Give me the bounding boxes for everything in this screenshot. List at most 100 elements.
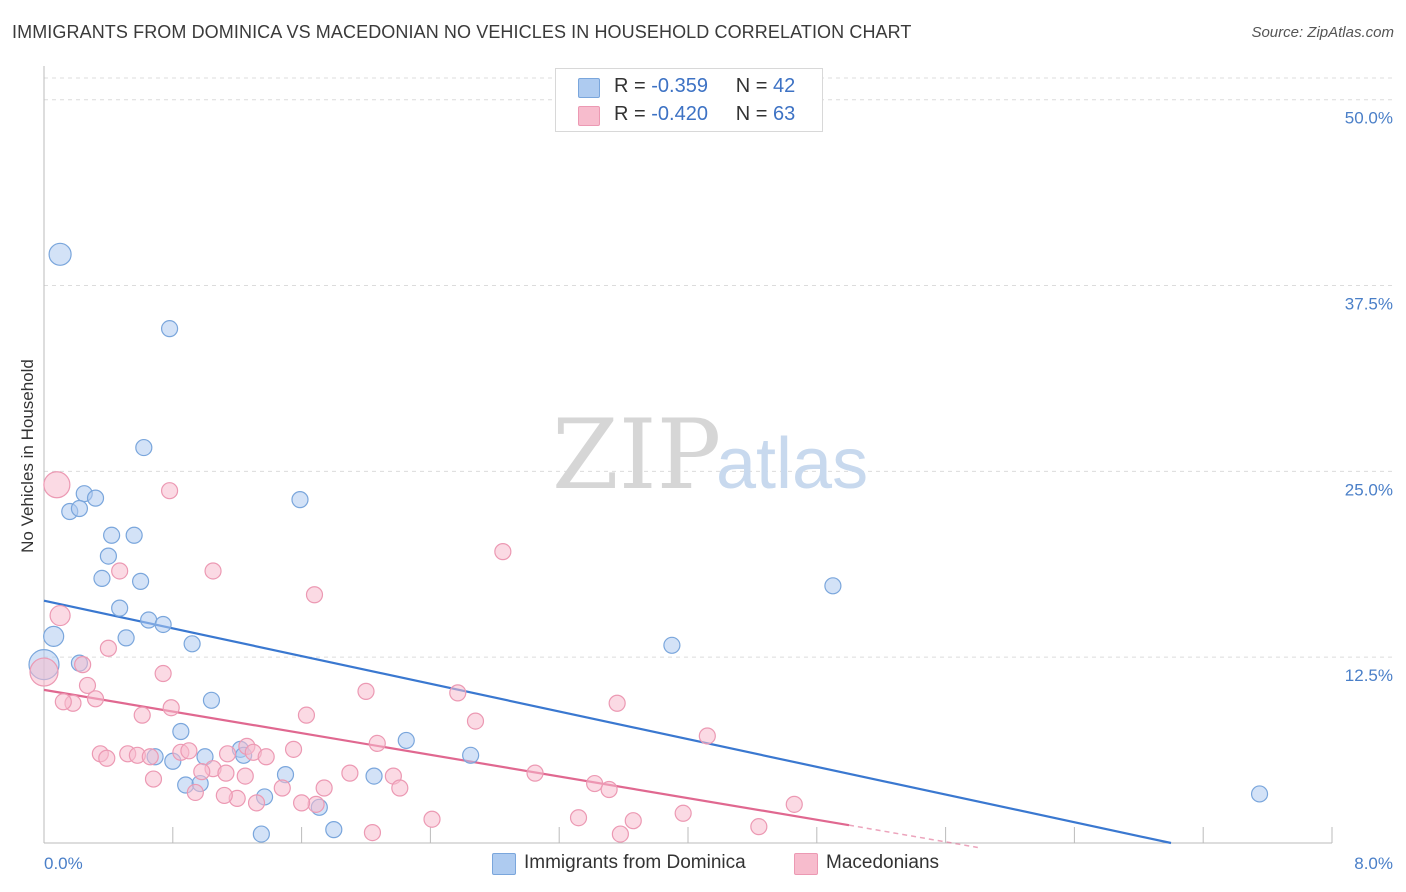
grid-lines bbox=[44, 77, 1392, 658]
point-macedonians bbox=[186, 783, 204, 802]
y-tick-label: 25.0% bbox=[1345, 480, 1393, 499]
point-macedonians bbox=[160, 482, 179, 500]
x-tick-label: 8.0% bbox=[1354, 854, 1393, 873]
trendline-extension bbox=[848, 824, 978, 849]
trend-lines bbox=[43, 599, 1172, 849]
point-macedonians bbox=[133, 706, 151, 724]
legend-r-label: R = bbox=[614, 103, 646, 125]
point-macedonians bbox=[204, 562, 222, 580]
point-macedonians bbox=[305, 586, 324, 604]
point-macedonians bbox=[257, 748, 275, 766]
legend-swatch-macedonians bbox=[578, 106, 600, 126]
legend-label-dominica: Immigrants from Dominica bbox=[524, 852, 746, 873]
point-dominica bbox=[103, 526, 121, 544]
source-label: Source: ZipAtlas.com bbox=[1251, 24, 1394, 41]
point-dominica bbox=[93, 569, 111, 587]
point-dominica bbox=[132, 572, 150, 590]
data-points bbox=[28, 242, 1269, 843]
point-macedonians bbox=[624, 812, 642, 830]
x-tick-label: 0.0% bbox=[44, 854, 83, 873]
chart-title: IMMIGRANTS FROM DOMINICA VS MACEDONIAN N… bbox=[12, 22, 912, 42]
point-macedonians bbox=[43, 471, 71, 499]
point-dominica bbox=[48, 242, 72, 266]
y-tick-label: 12.5% bbox=[1345, 666, 1393, 685]
point-dominica bbox=[291, 491, 309, 509]
point-macedonians bbox=[218, 745, 237, 763]
point-macedonians bbox=[215, 786, 233, 805]
legend-n-label: N = bbox=[735, 103, 768, 125]
point-dominica bbox=[325, 821, 343, 839]
point-macedonians bbox=[569, 809, 588, 827]
point-dominica bbox=[135, 438, 153, 457]
legend-label-macedonians: Macedonians bbox=[826, 852, 940, 873]
point-dominica bbox=[160, 320, 179, 338]
point-macedonians bbox=[307, 795, 325, 813]
point-macedonians bbox=[785, 795, 803, 813]
watermark-atlas: atlas bbox=[716, 424, 868, 504]
point-macedonians bbox=[74, 656, 92, 674]
point-dominica bbox=[183, 635, 201, 653]
point-macedonians bbox=[284, 740, 303, 758]
point-macedonians bbox=[526, 764, 544, 782]
point-macedonians bbox=[608, 694, 626, 712]
point-macedonians bbox=[29, 657, 59, 687]
point-macedonians bbox=[180, 742, 198, 760]
point-dominica bbox=[117, 629, 135, 647]
y-tick-label: 37.5% bbox=[1345, 295, 1393, 314]
tick-labels: 12.5% 25.0% 37.5% 50.0% 0.0% 8.0% bbox=[44, 109, 1393, 873]
point-macedonians bbox=[586, 774, 604, 793]
point-macedonians bbox=[144, 770, 163, 788]
point-macedonians bbox=[273, 779, 291, 797]
point-macedonians bbox=[315, 779, 333, 797]
point-macedonians bbox=[341, 764, 359, 782]
point-macedonians bbox=[54, 693, 72, 711]
stats-legend: R = -0.359 N = 42 R = -0.420 N = 63 bbox=[555, 68, 823, 132]
point-dominica bbox=[140, 611, 158, 629]
point-macedonians bbox=[674, 804, 692, 822]
point-dominica bbox=[154, 615, 172, 634]
axes bbox=[43, 66, 1333, 844]
point-macedonians bbox=[600, 780, 618, 799]
watermark-zip: ZIP bbox=[552, 399, 721, 511]
point-macedonians bbox=[247, 794, 266, 812]
legend-n-label: N = bbox=[735, 75, 768, 97]
point-dominica bbox=[99, 547, 118, 565]
point-macedonians bbox=[363, 823, 382, 842]
point-dominica bbox=[202, 691, 221, 709]
point-macedonians bbox=[293, 794, 311, 812]
point-dominica bbox=[1250, 785, 1269, 803]
point-dominica bbox=[43, 625, 65, 647]
legend-swatch-dominica bbox=[492, 853, 516, 875]
point-dominica bbox=[462, 746, 480, 764]
point-macedonians bbox=[698, 727, 716, 745]
legend-swatch-dominica bbox=[578, 78, 600, 98]
point-macedonians bbox=[193, 763, 211, 781]
point-macedonians bbox=[423, 810, 441, 828]
y-tick-label: 50.0% bbox=[1345, 109, 1393, 128]
point-macedonians bbox=[86, 690, 105, 708]
point-macedonians bbox=[750, 818, 768, 836]
point-dominica bbox=[824, 577, 842, 595]
point-macedonians bbox=[494, 543, 512, 561]
point-dominica bbox=[663, 636, 681, 654]
point-macedonians bbox=[78, 676, 97, 695]
point-macedonians bbox=[99, 639, 118, 657]
legend-swatch-macedonians bbox=[794, 853, 818, 875]
point-macedonians bbox=[297, 706, 316, 724]
point-dominica bbox=[397, 731, 415, 750]
legend-r-value: -0.359 bbox=[651, 75, 708, 97]
point-dominica bbox=[172, 722, 190, 741]
point-macedonians bbox=[162, 699, 180, 717]
point-macedonians bbox=[449, 684, 467, 702]
trendline-dominica bbox=[43, 599, 1172, 845]
point-macedonians bbox=[49, 604, 71, 627]
series-legend: Immigrants from Dominica Macedonians bbox=[0, 852, 1406, 878]
point-macedonians bbox=[98, 749, 116, 767]
legend-n-value: 42 bbox=[773, 75, 796, 97]
legend-r-label: R = bbox=[614, 75, 646, 97]
point-macedonians bbox=[357, 682, 375, 700]
point-macedonians bbox=[141, 748, 159, 766]
legend-r-value: -0.420 bbox=[651, 103, 708, 125]
point-dominica bbox=[111, 599, 129, 617]
